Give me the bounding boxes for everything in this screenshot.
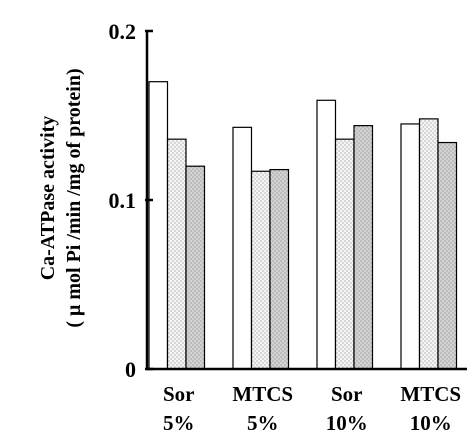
x-category-sublabel: 10% <box>410 411 452 435</box>
bar-dotted-group-4 <box>418 118 439 370</box>
bar-white-group-2 <box>232 126 253 370</box>
bar-dotted-group-3 <box>334 138 355 370</box>
y-axis-label-line1: Ca-ATPase activity <box>37 116 59 281</box>
y-axis-label-line2: ( μ mol Pi /min /mg of protein) <box>63 68 85 327</box>
x-category-sublabel: 5% <box>247 411 279 435</box>
y-tick-label: 0.2 <box>109 19 137 44</box>
bars-layer <box>148 81 458 370</box>
y-tick-label: 0.1 <box>109 188 137 213</box>
x-category-label: MTCS <box>400 382 461 406</box>
bar-dotted-group-2 <box>250 170 271 370</box>
bar-gray-dotted-group-4 <box>437 141 458 370</box>
axis-layer <box>145 29 467 371</box>
bar-dotted-group-1 <box>166 138 187 370</box>
labels-layer: 0 0.1 0.2 Sor 5% MTCS 5% Sor 10% MTCS 10% <box>109 19 462 435</box>
y-tick-label: 0 <box>125 357 136 382</box>
x-category-label: Sor <box>163 382 195 406</box>
bar-white-group-3 <box>316 99 337 370</box>
x-category-sublabel: 5% <box>163 411 195 435</box>
x-category-label: MTCS <box>232 382 293 406</box>
bar-white-group-4 <box>400 123 421 370</box>
bar-gray-dotted-group-2 <box>269 168 290 370</box>
x-category-label: Sor <box>331 382 363 406</box>
x-category-sublabel: 10% <box>326 411 368 435</box>
bar-gray-dotted-group-3 <box>353 125 374 370</box>
bar-white-group-1 <box>148 81 169 370</box>
bar-gray-dotted-group-1 <box>185 165 206 370</box>
